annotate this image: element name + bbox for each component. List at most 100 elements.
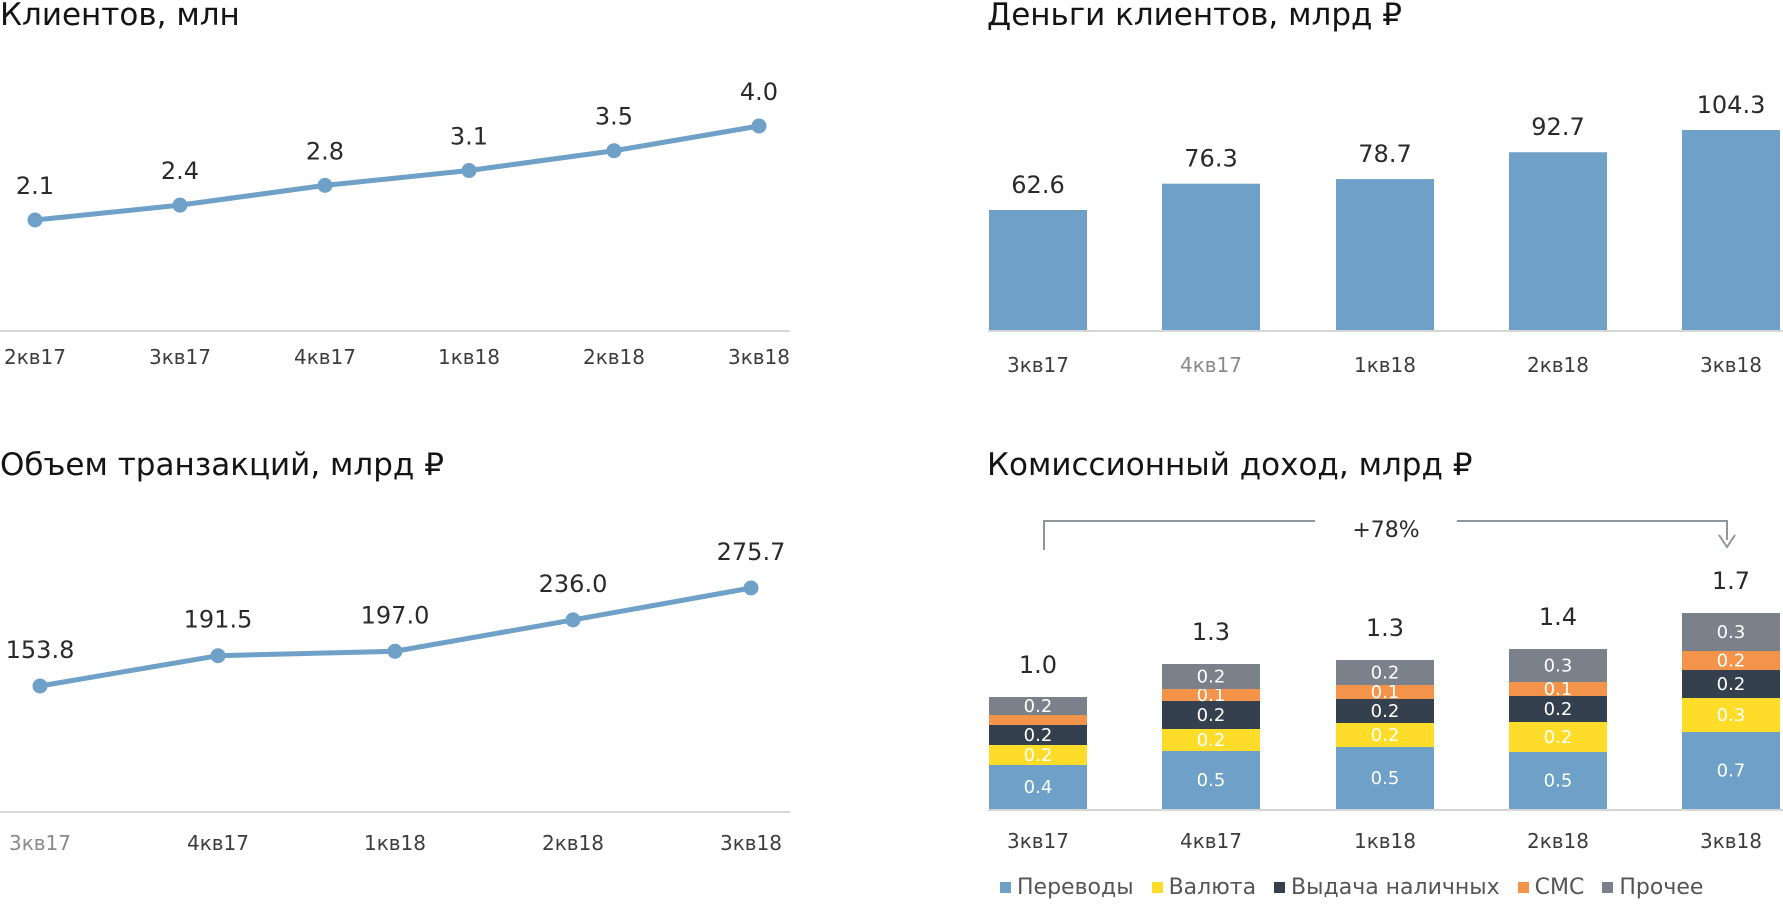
legend-item-other: Прочее (1602, 875, 1703, 900)
transactions-x-tick: 1кв18 (364, 831, 426, 855)
legend-item-sms: СМС (1517, 875, 1585, 900)
commission-segment-label: 0.2 (1197, 730, 1226, 751)
commission-segment-cash (1162, 701, 1260, 729)
money-bar (1682, 130, 1780, 330)
clients-value-label: 3.1 (450, 123, 488, 151)
commission-segment-label: 0.2 (1371, 725, 1400, 746)
clients-value-label: 3.5 (595, 103, 633, 131)
clients-x-tick: 2кв17 (4, 345, 66, 369)
commission-segment-label: 0.1 (1544, 679, 1573, 700)
transactions-point (387, 643, 403, 659)
commission-legend: Переводы Валюта Выдача наличных СМС Прочее (1000, 875, 1721, 900)
transactions-point (743, 580, 759, 596)
commission-total-label: 1.7 (1712, 567, 1750, 595)
commission-segment-currency (1682, 698, 1780, 732)
transactions-value-label: 191.5 (184, 606, 253, 634)
money-bar (1509, 152, 1607, 330)
legend-swatch (1000, 882, 1011, 893)
commission-x-tick: 2кв18 (1527, 829, 1589, 853)
money-x-tick: 3кв18 (1700, 353, 1762, 377)
commission-segment-label: 0.7 (1717, 761, 1746, 782)
clients-series-line (34, 123, 760, 223)
commission-x-tick: 3кв18 (1700, 829, 1762, 853)
transactions-value-label: 236.0 (539, 570, 608, 598)
clients-value-label: 2.8 (306, 137, 344, 165)
commission-segment-other (1162, 664, 1260, 689)
legend-label: Переводы (1017, 875, 1134, 900)
money-value-label: 92.7 (1531, 113, 1584, 141)
commission-segment-currency (1509, 722, 1607, 752)
clients-value-label: 4.0 (740, 78, 778, 106)
legend-label: СМС (1534, 875, 1585, 900)
commission-segment-transfers (989, 765, 1087, 809)
legend-swatch (1151, 882, 1163, 893)
transactions-x-tick: 3кв18 (720, 831, 782, 855)
commission-segment-sms (1509, 682, 1607, 696)
commission-segment-label: 0.2 (1197, 705, 1226, 726)
transactions-x-tick: 4кв17 (187, 831, 249, 855)
growth-label: +78% (1352, 518, 1419, 543)
commission-segment-label: 0.2 (1371, 701, 1400, 722)
transactions-point (32, 678, 48, 694)
commission-segment-label: 0.2 (1024, 745, 1053, 766)
commission-segment-cash (989, 725, 1087, 745)
transactions-x-tick: 2кв18 (542, 831, 604, 855)
legend-label: Валюта (1168, 875, 1257, 900)
money-value-label: 62.6 (1011, 171, 1064, 199)
transactions-point (565, 612, 581, 628)
commission-total-label: 1.4 (1539, 603, 1577, 631)
chart-title-client-money: Деньги клиентов, млрд ₽ (987, 0, 1403, 33)
transactions-value-label: 197.0 (361, 601, 430, 629)
commission-segment-label: 0.4 (1024, 777, 1053, 798)
money-bar (1162, 183, 1260, 330)
transactions-x-tick: 3кв17 (9, 831, 71, 855)
clients-point (606, 143, 622, 159)
commission-segment-sms (1162, 689, 1260, 701)
clients-value-label: 2.1 (16, 172, 54, 200)
transactions-value-label: 153.8 (6, 636, 75, 664)
legend-swatch (1602, 882, 1614, 893)
commission-total-label: 1.0 (1019, 651, 1057, 679)
commission-segment-other (1682, 613, 1780, 651)
clients-x-tick: 4кв17 (294, 345, 356, 369)
chart-title-transactions: Объем транзакций, млрд ₽ (0, 447, 444, 483)
commission-segment-transfers (1682, 732, 1780, 809)
growth-bracket-right (1457, 520, 1728, 540)
commission-segment-label: 0.1 (1371, 682, 1400, 703)
legend-swatch (1517, 882, 1529, 893)
legend-swatch (1274, 882, 1286, 893)
commission-segment-label: 0.5 (1371, 768, 1400, 789)
commission-segment-transfers (1509, 752, 1607, 809)
transactions-point (210, 648, 226, 664)
money-x-tick: 2кв18 (1527, 353, 1589, 377)
commission-x-tick: 3кв17 (1007, 829, 1069, 853)
commission-segment-label: 0.2 (1024, 725, 1053, 746)
legend-label: Выдача наличных (1291, 875, 1500, 900)
clients-point (461, 163, 477, 179)
clients-point (317, 177, 333, 193)
commission-segment-cash (1682, 670, 1780, 698)
commission-segment-label: 0.3 (1717, 705, 1746, 726)
commission-segment-label: 0.2 (1717, 674, 1746, 695)
commission-segment-currency (1162, 729, 1260, 751)
commission-segment-label: 0.2 (1544, 727, 1573, 748)
clients-x-tick: 3кв17 (149, 345, 211, 369)
legend-item-transfers: Переводы (1000, 875, 1134, 900)
commission-segment-label: 0.1 (1197, 685, 1226, 706)
clients-point (172, 197, 188, 213)
commission-segment-sms (989, 715, 1087, 725)
chart-title-commission: Комиссионный доход, млрд ₽ (987, 447, 1473, 483)
commission-segment-currency (1336, 723, 1434, 747)
money-bar (989, 209, 1087, 330)
chart-title-clients: Клиентов, млн (0, 0, 240, 33)
commission-segment-label: 0.3 (1717, 622, 1746, 643)
money-value-label: 76.3 (1184, 145, 1237, 173)
commission-segment-label: 0.5 (1197, 770, 1226, 791)
clients-x-tick: 3кв18 (728, 345, 790, 369)
legend-item-cash: Выдача наличных (1274, 875, 1500, 900)
commission-x-tick: 1кв18 (1354, 829, 1416, 853)
commission-segment-transfers (1336, 747, 1434, 809)
commission-segment-transfers (1162, 751, 1260, 809)
clients-x-tick: 1кв18 (438, 345, 500, 369)
